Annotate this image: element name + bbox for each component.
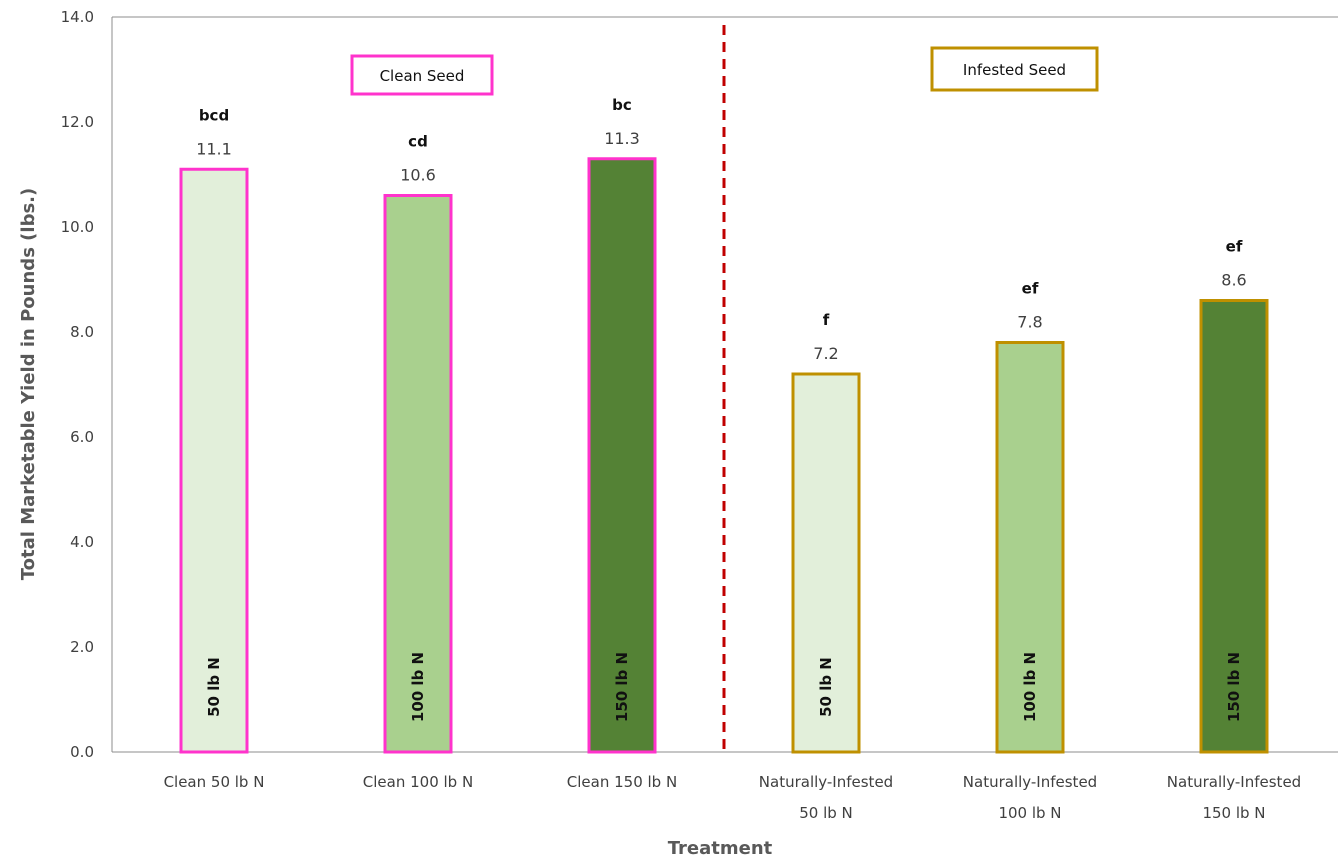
significance-letter: ef bbox=[1022, 280, 1039, 298]
bar-group: 11.3 bc 150 lb N bbox=[587, 96, 657, 754]
y-axis-ticks: 0.0 2.0 4.0 6.0 8.0 10.0 12.0 14.0 bbox=[61, 8, 94, 761]
y-tick-label: 6.0 bbox=[70, 428, 94, 446]
bar bbox=[383, 194, 453, 754]
x-tick-label: Clean 50 lb N bbox=[164, 773, 265, 791]
x-tick-label: 100 lb N bbox=[998, 804, 1061, 822]
y-tick-label: 2.0 bbox=[70, 638, 94, 656]
group-label-text: Infested Seed bbox=[963, 61, 1066, 79]
plot-area-frame bbox=[111, 16, 1338, 753]
bar bbox=[587, 157, 657, 754]
y-tick-label: 12.0 bbox=[61, 113, 94, 131]
bar bbox=[791, 372, 861, 754]
x-tick-label: 150 lb N bbox=[1202, 804, 1265, 822]
bar-group: 7.2 f 50 lb N bbox=[791, 311, 861, 754]
bar-inner-label: 50 lb N bbox=[205, 657, 223, 717]
bar-inner-label: 50 lb N bbox=[817, 657, 835, 717]
group-labels: Clean Seed Infested Seed bbox=[350, 46, 1099, 96]
group-label-text: Clean Seed bbox=[380, 67, 465, 85]
bar bbox=[995, 341, 1065, 754]
significance-letter: ef bbox=[1226, 238, 1243, 256]
y-tick-label: 8.0 bbox=[70, 323, 94, 341]
bar-value-label: 11.1 bbox=[196, 139, 232, 158]
significance-letter: bcd bbox=[199, 106, 229, 124]
bar-inner-label: 150 lb N bbox=[613, 652, 631, 722]
bar-group: 7.8 ef 100 lb N bbox=[995, 280, 1065, 754]
x-tick-label: Clean 100 lb N bbox=[363, 773, 473, 791]
group-label-box: Infested Seed bbox=[930, 46, 1099, 92]
bar-group: 8.6 ef 150 lb N bbox=[1199, 238, 1269, 754]
y-tick-label: 0.0 bbox=[70, 743, 94, 761]
bar bbox=[179, 167, 249, 754]
significance-letter: bc bbox=[612, 96, 632, 114]
bars: 11.1 bcd 50 lb N 10.6 cd 100 lb N 11.3 bc 150 lb… bbox=[179, 96, 1269, 754]
x-tick-label: 50 lb N bbox=[799, 804, 853, 822]
bar-value-label: 7.8 bbox=[1017, 313, 1042, 332]
bar-inner-label: 100 lb N bbox=[1021, 652, 1039, 722]
x-axis-categories: Clean 50 lb N Clean 100 lb N Clean 150 lb … bbox=[164, 773, 1302, 822]
bar-inner-label: 150 lb N bbox=[1225, 652, 1243, 722]
y-tick-label: 14.0 bbox=[61, 8, 94, 26]
x-axis-title: Treatment bbox=[668, 838, 773, 859]
bar-value-label: 11.3 bbox=[604, 129, 640, 148]
x-tick-label: Naturally-Infested bbox=[759, 773, 893, 791]
bar-inner-label: 100 lb N bbox=[409, 652, 427, 722]
y-tick-label: 10.0 bbox=[61, 218, 94, 236]
bar-group: 11.1 bcd 50 lb N bbox=[179, 106, 249, 754]
significance-letter: f bbox=[823, 311, 830, 329]
bar bbox=[1199, 299, 1269, 754]
y-axis-title: Total Marketable Yield in Pounds (lbs.) bbox=[18, 188, 39, 580]
x-tick-label: Naturally-Infested bbox=[963, 773, 1097, 791]
group-label-box: Clean Seed bbox=[350, 54, 494, 96]
x-tick-label: Clean 150 lb N bbox=[567, 773, 677, 791]
bar-value-label: 10.6 bbox=[400, 166, 436, 185]
significance-letter: cd bbox=[408, 133, 428, 151]
bar-value-label: 8.6 bbox=[1221, 271, 1246, 290]
bar-group: 10.6 cd 100 lb N bbox=[383, 133, 453, 754]
x-tick-label: Naturally-Infested bbox=[1167, 773, 1301, 791]
bar-value-label: 7.2 bbox=[813, 344, 838, 363]
y-tick-label: 4.0 bbox=[70, 533, 94, 551]
